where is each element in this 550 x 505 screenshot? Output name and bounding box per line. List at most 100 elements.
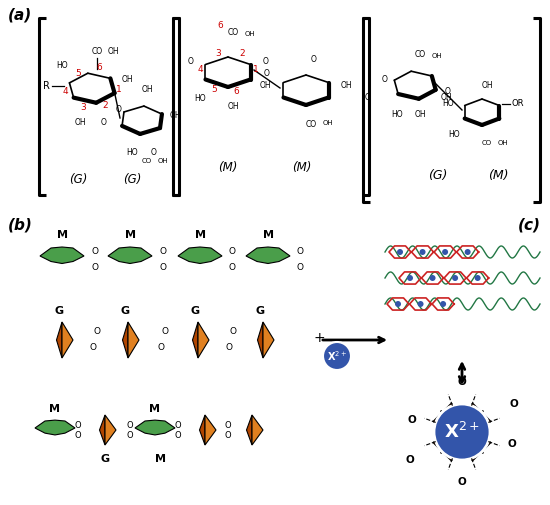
Polygon shape: [57, 322, 62, 358]
Text: OH: OH: [260, 80, 271, 89]
Text: HO: HO: [448, 130, 460, 139]
Text: O: O: [91, 264, 98, 273]
Text: G: G: [101, 454, 109, 464]
Circle shape: [452, 275, 458, 281]
Text: OH: OH: [414, 110, 426, 119]
Polygon shape: [35, 420, 75, 435]
Polygon shape: [441, 411, 488, 458]
Text: O: O: [228, 264, 235, 273]
Text: O: O: [365, 93, 371, 103]
Text: O: O: [228, 247, 235, 257]
Text: OH: OH: [432, 53, 443, 59]
Text: 6: 6: [96, 64, 102, 73]
Text: O: O: [90, 343, 96, 352]
Polygon shape: [441, 411, 491, 461]
Text: O: O: [175, 421, 182, 429]
Text: G: G: [190, 306, 200, 316]
Polygon shape: [252, 415, 263, 445]
Text: CO: CO: [142, 158, 152, 164]
Text: CO: CO: [305, 120, 317, 129]
Text: OH: OH: [323, 120, 334, 126]
Text: O: O: [225, 421, 232, 429]
Polygon shape: [205, 415, 216, 445]
Text: O: O: [151, 148, 157, 157]
Text: OH: OH: [108, 47, 120, 56]
Text: O: O: [508, 439, 516, 449]
Text: OH: OH: [245, 31, 256, 37]
Polygon shape: [433, 403, 483, 453]
Text: (G): (G): [69, 174, 87, 186]
Text: O: O: [126, 430, 133, 439]
Text: O: O: [263, 58, 269, 67]
Text: O: O: [175, 430, 182, 439]
Polygon shape: [436, 411, 483, 458]
Text: O: O: [229, 328, 236, 336]
Circle shape: [323, 342, 351, 370]
Text: OH: OH: [341, 80, 353, 89]
Polygon shape: [135, 420, 175, 435]
Text: CO: CO: [228, 28, 239, 37]
Polygon shape: [105, 415, 116, 445]
Polygon shape: [433, 411, 483, 461]
Text: OH: OH: [141, 85, 153, 94]
Circle shape: [475, 275, 481, 281]
Text: CO: CO: [482, 140, 492, 146]
Text: O: O: [91, 247, 98, 257]
Polygon shape: [436, 406, 483, 453]
Circle shape: [430, 275, 436, 281]
Circle shape: [417, 301, 424, 307]
Text: 1: 1: [116, 85, 122, 94]
Text: HO: HO: [126, 148, 138, 157]
Polygon shape: [128, 322, 139, 358]
Polygon shape: [198, 322, 209, 358]
Text: O: O: [311, 55, 317, 64]
Text: OH: OH: [122, 76, 134, 84]
Text: 4: 4: [197, 65, 203, 74]
Polygon shape: [178, 247, 222, 264]
Text: OH: OH: [74, 118, 86, 127]
Text: M: M: [262, 230, 273, 240]
Polygon shape: [263, 322, 274, 358]
Text: G: G: [255, 306, 265, 316]
Text: O: O: [406, 455, 414, 465]
Polygon shape: [192, 322, 198, 358]
Circle shape: [395, 301, 401, 307]
Text: (M): (M): [292, 162, 312, 175]
Circle shape: [397, 249, 403, 255]
Polygon shape: [441, 406, 488, 453]
Text: +: +: [314, 331, 325, 345]
Text: O: O: [510, 399, 518, 409]
Text: 2: 2: [239, 49, 245, 59]
Text: O: O: [296, 247, 304, 257]
Text: O: O: [445, 86, 451, 95]
Text: O: O: [160, 247, 167, 257]
Text: CO: CO: [415, 50, 426, 59]
Text: OR: OR: [512, 99, 525, 109]
Polygon shape: [200, 415, 205, 445]
Polygon shape: [246, 415, 252, 445]
Text: (G): (G): [428, 169, 448, 181]
Text: O: O: [408, 415, 416, 425]
Text: HO: HO: [194, 94, 206, 103]
Text: O: O: [187, 58, 193, 67]
Polygon shape: [441, 403, 491, 453]
Polygon shape: [257, 322, 263, 358]
Text: O: O: [160, 264, 167, 273]
Text: (G): (G): [123, 174, 141, 186]
Polygon shape: [246, 247, 290, 264]
Text: O: O: [157, 343, 164, 352]
Text: 4: 4: [62, 87, 68, 96]
Circle shape: [434, 404, 490, 460]
Text: M: M: [124, 230, 135, 240]
Text: G: G: [54, 306, 64, 316]
Text: M: M: [57, 230, 68, 240]
Text: (b): (b): [8, 218, 33, 233]
Text: X$^{2+}$: X$^{2+}$: [327, 349, 347, 363]
Text: HO: HO: [442, 99, 454, 109]
Text: (c): (c): [518, 218, 541, 233]
Text: (M): (M): [488, 169, 508, 181]
Text: HO: HO: [56, 62, 68, 71]
Text: O: O: [75, 430, 81, 439]
Text: OH: OH: [481, 81, 493, 90]
Text: G: G: [120, 306, 130, 316]
